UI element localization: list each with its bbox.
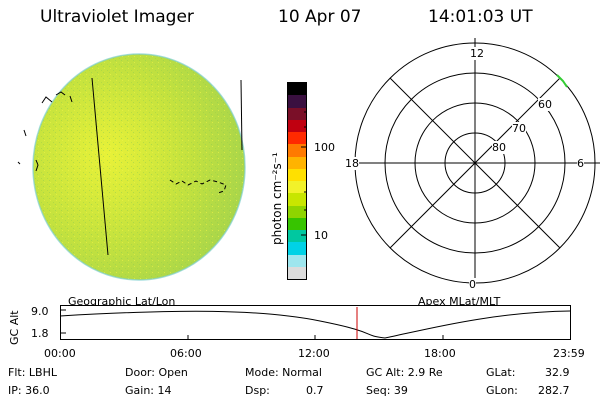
mlt-label-6: 6 — [577, 157, 584, 170]
colorbar-segment — [288, 83, 306, 96]
dsp-label: Dsp: — [245, 384, 270, 397]
colorbar-segment — [288, 193, 306, 206]
colorbar-segment — [288, 119, 306, 132]
altitude-timeline — [59, 305, 571, 340]
glon-value: 282.7 — [538, 384, 570, 397]
colorbar-segment — [288, 181, 306, 194]
mlt-label-12: 12 — [470, 47, 484, 60]
coastline — [41, 91, 73, 104]
altitude-tick-low: 1.8 — [31, 327, 49, 340]
time-tick-1800: 18:00 — [424, 347, 456, 360]
app-title: Ultraviolet Imager — [40, 7, 194, 27]
colorbar-segment — [288, 254, 306, 267]
colorbar-segment — [288, 132, 306, 145]
altitude-tick-high: 9.0 — [31, 305, 49, 318]
lat-label-80: 80 — [492, 141, 506, 154]
colorbar-segment — [288, 205, 306, 218]
ip-status: IP: 36.0 — [8, 384, 50, 397]
time-tick-2359: 23:59 — [553, 347, 585, 360]
filter-status: Flt: LBHL — [8, 366, 57, 379]
glon-label: GLon: — [486, 384, 518, 397]
glat-label: GLat: — [486, 366, 516, 379]
colorbar-segment — [288, 168, 306, 181]
dsp-value: 0.7 — [306, 384, 324, 397]
terminator-line — [91, 77, 109, 256]
limb-line — [240, 79, 243, 151]
gain-status: Gain: 14 — [125, 384, 172, 397]
colorbar-segment — [288, 95, 306, 108]
time-tick-0000: 00:00 — [44, 347, 76, 360]
mlt-label-0: 0 — [469, 278, 476, 291]
colorbar-ticks — [301, 111, 307, 236]
colorbar-segment — [288, 230, 306, 243]
colorbar-segment — [288, 156, 306, 169]
seq-status: Seq: 39 — [366, 384, 408, 397]
colorbar — [287, 82, 307, 280]
colorbar-segment — [288, 107, 306, 120]
timeline-right-title: Apex MLat/MLT — [418, 295, 501, 308]
altitude-axis-label: GC Alt — [8, 310, 21, 345]
mode-status: Mode: Normal — [245, 366, 322, 379]
colorbar-segment — [288, 242, 306, 255]
colorbar-segment — [288, 217, 306, 230]
colorbar-tick-100: 100 — [314, 141, 335, 154]
timeline-left-title: Geographic Lat/Lon — [68, 295, 176, 308]
time-label: 14:01:03 UT — [428, 7, 533, 27]
altitude-curve — [59, 310, 571, 339]
gc-alt-status: GC Alt: 2.9 Re — [366, 366, 443, 379]
colorbar-unit-label: photon cm⁻²s⁻¹ — [270, 152, 284, 245]
polar-mlt-plot — [350, 38, 600, 288]
mlt-label-18: 18 — [345, 157, 359, 170]
colorbar-tick-10: 10 — [314, 229, 328, 242]
door-status: Door: Open — [125, 366, 188, 379]
time-tick-1200: 12:00 — [298, 347, 330, 360]
glat-value: 32.9 — [545, 366, 570, 379]
time-tick-0600: 06:00 — [170, 347, 202, 360]
lat-label-60: 60 — [538, 98, 552, 111]
colorbar-segment — [288, 266, 306, 279]
lat-label-70: 70 — [512, 122, 526, 135]
colorbar-segment — [288, 144, 306, 157]
uv-image-panel — [17, 53, 246, 281]
date-label: 10 Apr 07 — [278, 7, 362, 27]
